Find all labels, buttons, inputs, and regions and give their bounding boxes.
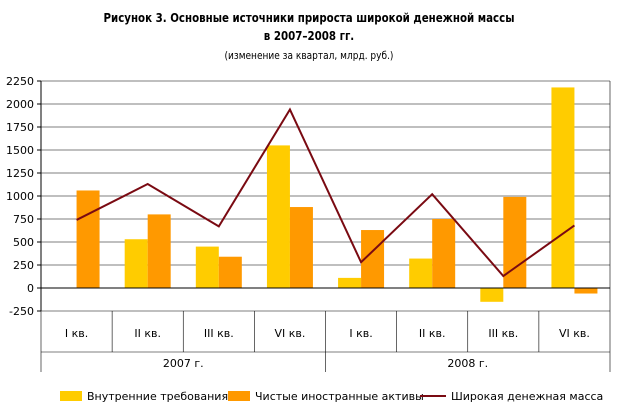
chart-title-line2: в 2007–2008 гг. [263, 28, 355, 43]
x-group-label: 2007 г. [163, 357, 204, 370]
y-tick-label: -250 [9, 305, 34, 318]
x-tick-label: I кв. [349, 327, 372, 340]
bar-net-foreign-assets [218, 256, 242, 288]
bar-internal-claims [480, 288, 504, 302]
x-tick-label: II кв. [419, 327, 446, 340]
chart-subtitle: (изменение за квартал, млрд. руб.) [224, 49, 394, 62]
bar-internal-claims [338, 277, 362, 288]
line-broad-money [76, 107, 576, 278]
bar-net-foreign-assets [147, 214, 171, 288]
legend: Внутренние требования Чистые иностранные … [60, 390, 603, 403]
y-tick-label: 1750 [6, 121, 34, 134]
y-tick-label: 2000 [6, 98, 34, 111]
y-tick-label: 1500 [6, 144, 34, 157]
y-tick-label: 500 [13, 236, 34, 249]
line-series [76, 107, 576, 278]
bars [76, 87, 598, 302]
legend-label: Чистые иностранные активы [255, 390, 424, 403]
bar-net-foreign-assets [289, 207, 313, 288]
bar-internal-claims [266, 145, 290, 288]
y-tick-label: 0 [27, 282, 34, 295]
x-group-label: 2008 г. [447, 357, 488, 370]
bar-net-foreign-assets [574, 288, 598, 294]
bar-net-foreign-assets [76, 190, 100, 288]
y-tick-label: 1000 [6, 190, 34, 203]
x-axis: I кв. II кв. III кв. VI кв. I кв. II кв. III к… [40, 287, 611, 372]
legend-label: Внутренние требования [87, 390, 228, 403]
x-tick-label: III кв. [204, 327, 234, 340]
bar-internal-claims [409, 258, 433, 288]
x-tick-label: VI кв. [274, 327, 305, 340]
bar-net-foreign-assets [503, 196, 527, 288]
x-tick-label: II кв. [134, 327, 161, 340]
y-axis: -250 0 250 500 750 1000 1250 1500 1750 2000 2250 [6, 75, 611, 318]
x-tick-label: III кв. [488, 327, 518, 340]
bar-internal-claims [195, 246, 219, 288]
x-tick-label: I кв. [65, 327, 88, 340]
bar-net-foreign-assets [432, 219, 456, 288]
y-tick-label: 250 [13, 259, 34, 272]
legend-swatch [228, 391, 250, 401]
y-tick-label: 2250 [6, 75, 34, 88]
x-tick-label: VI кв. [559, 327, 590, 340]
chart-title: Рисунок 3. Основные источники прироста ш… [103, 10, 515, 25]
legend-swatch [60, 391, 82, 401]
bar-internal-claims [124, 239, 148, 288]
bar-internal-claims [551, 87, 575, 288]
y-tick-label: 750 [13, 213, 34, 226]
y-tick-label: 1250 [6, 167, 34, 180]
legend-label: Широкая денежная масса [451, 390, 603, 403]
